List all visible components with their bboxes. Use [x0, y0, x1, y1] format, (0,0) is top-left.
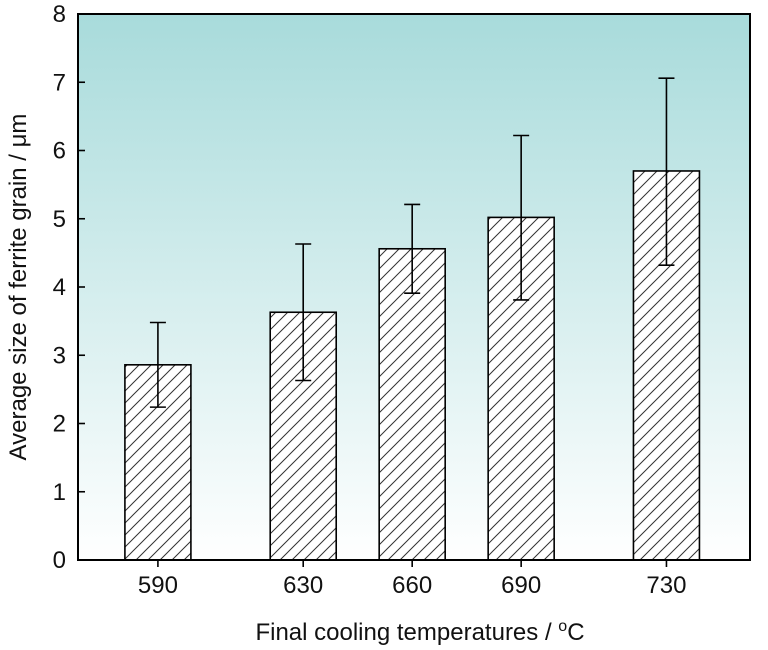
y-axis: 0 1 2 3 4 5 6 7 8: [53, 1, 85, 574]
y-tick-label-2: 2: [53, 411, 66, 438]
y-tick-label-4: 4: [53, 274, 66, 301]
x-tick-label-730: 730: [646, 572, 686, 599]
y-tick-label-6: 6: [53, 138, 66, 165]
y-axis-label: Average size of ferrite grain / μm: [5, 114, 32, 461]
y-tick-label-0: 0: [53, 547, 66, 574]
bars-layer: [124, 170, 701, 561]
x-tick-label-630: 630: [283, 572, 323, 599]
y-tick-label-5: 5: [53, 206, 66, 233]
y-tick-label-8: 8: [53, 1, 66, 28]
y-tick-label-1: 1: [53, 479, 66, 506]
x-tick-label-690: 690: [501, 572, 541, 599]
x-tick-label-590: 590: [138, 572, 178, 599]
x-axis: 590 630 660 690 730: [138, 560, 686, 599]
x-tick-label-660: 660: [392, 572, 432, 599]
y-tick-label-7: 7: [53, 69, 66, 96]
error-bars-layer: [149, 77, 675, 408]
bar-660: [378, 247, 446, 561]
x-axis-label-text: Final cooling temperatures /: [255, 619, 558, 646]
y-tick-label-3: 3: [53, 342, 66, 369]
x-axis-label: Final cooling temperatures / oC: [255, 618, 584, 646]
degree-symbol: o: [558, 618, 567, 635]
x-axis-label-unit: C: [567, 619, 584, 646]
